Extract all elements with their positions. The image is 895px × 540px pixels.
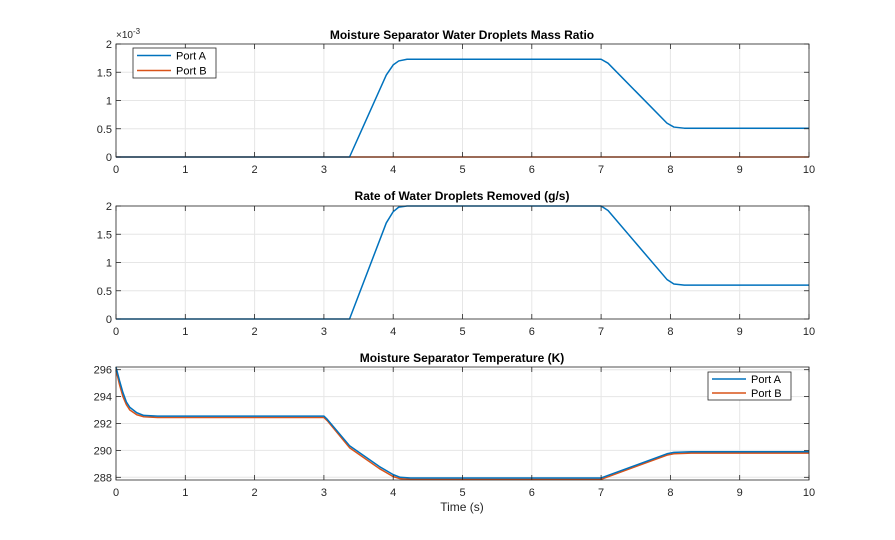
x-tick-label: 6: [529, 326, 535, 338]
x-tick-label: 7: [598, 326, 604, 338]
legend-box: [707, 371, 792, 401]
y-tick-label: 0.5: [97, 124, 112, 136]
x-tick-label: 0: [113, 164, 119, 176]
legend-label: Port B: [751, 388, 782, 400]
x-tick-label: 2: [252, 487, 258, 499]
y-exponent-power: -3: [133, 27, 141, 36]
x-tick-label: 3: [321, 326, 327, 338]
x-tick-label: 3: [321, 487, 327, 499]
legend-label: Port B: [176, 66, 207, 78]
x-tick-label: 8: [667, 487, 673, 499]
legend: Port A Port B: [707, 371, 792, 401]
x-tick-label: 5: [459, 164, 465, 176]
x-tick-label: 5: [459, 326, 465, 338]
temperature-plot: Moisture Separator Temperature (K) Time …: [94, 351, 815, 514]
x-tick-label: 1: [182, 326, 188, 338]
x-tick-label: 1: [182, 487, 188, 499]
y-tick-label: 290: [94, 445, 112, 457]
tick-group: 0 1 2 3 4 5 6 7 8 9 10 0 0.5 1 1.5 2: [97, 39, 815, 176]
legend-label: Port A: [176, 51, 207, 63]
y-tick-label: 1.5: [97, 67, 112, 79]
x-tick-label: 7: [598, 487, 604, 499]
x-tick-label: 1: [182, 164, 188, 176]
tick-group: 0 1 2 3 4 5 6 7 8 9 10 0 0.5 1 1.5 2: [97, 201, 815, 338]
y-tick-label: 1.5: [97, 229, 112, 241]
x-tick-label: 0: [113, 487, 119, 499]
removal-rate-plot: Rate of Water Droplets Removed (g/s) 0 1 2…: [97, 189, 815, 338]
x-tick-label: 3: [321, 164, 327, 176]
x-tick-label: 4: [390, 164, 396, 176]
y-tick-label: 0: [106, 314, 112, 326]
x-tick-label: 9: [737, 164, 743, 176]
x-tick-label: 6: [529, 487, 535, 499]
y-exponent-label: ×10-3: [116, 27, 141, 41]
x-tick-label: 10: [803, 487, 815, 499]
y-tick-label: 0.5: [97, 286, 112, 298]
y-exponent-base: ×10: [116, 30, 133, 41]
mass-ratio-plot: Moisture Separator Water Droplets Mass R…: [97, 27, 815, 176]
x-tick-label: 5: [459, 487, 465, 499]
x-tick-label: 8: [667, 326, 673, 338]
x-tick-label: 10: [803, 326, 815, 338]
series-line-port-a: [116, 58, 809, 158]
legend-box: [132, 47, 217, 79]
x-tick-label: 2: [252, 326, 258, 338]
temperature-title: Moisture Separator Temperature (K): [360, 351, 565, 365]
x-tick-label: 4: [390, 487, 396, 499]
y-tick-label: 1: [106, 96, 112, 108]
legend: Port A Port B: [132, 47, 217, 79]
x-tick-label: 4: [390, 326, 396, 338]
x-tick-label: 9: [737, 326, 743, 338]
x-tick-label: 2: [252, 164, 258, 176]
y-tick-label: 1: [106, 258, 112, 270]
series-group: [115, 366, 809, 481]
x-tick-label: 0: [113, 326, 119, 338]
x-tick-label: 9: [737, 487, 743, 499]
x-axis-label: Time (s): [440, 500, 484, 514]
y-tick-label: 296: [94, 365, 112, 377]
x-tick-label: 6: [529, 164, 535, 176]
mass-ratio-title: Moisture Separator Water Droplets Mass R…: [330, 28, 594, 42]
y-tick-label: 292: [94, 419, 112, 431]
series-line-port-b: [115, 369, 809, 481]
series-line-port-a: [115, 366, 809, 479]
y-tick-label: 0: [106, 152, 112, 164]
x-tick-label: 8: [667, 164, 673, 176]
legend-label: Port A: [751, 374, 782, 386]
x-tick-label: 7: [598, 164, 604, 176]
x-tick-label: 10: [803, 164, 815, 176]
y-tick-label: 288: [94, 472, 112, 484]
tick-group: 0 1 2 3 4 5 6 7 8 9 10 288 290 292 294 296: [94, 365, 815, 499]
y-tick-label: 2: [106, 39, 112, 51]
removal-rate-title: Rate of Water Droplets Removed (g/s): [355, 189, 570, 203]
y-tick-label: 2: [106, 201, 112, 213]
y-tick-label: 294: [94, 392, 112, 404]
